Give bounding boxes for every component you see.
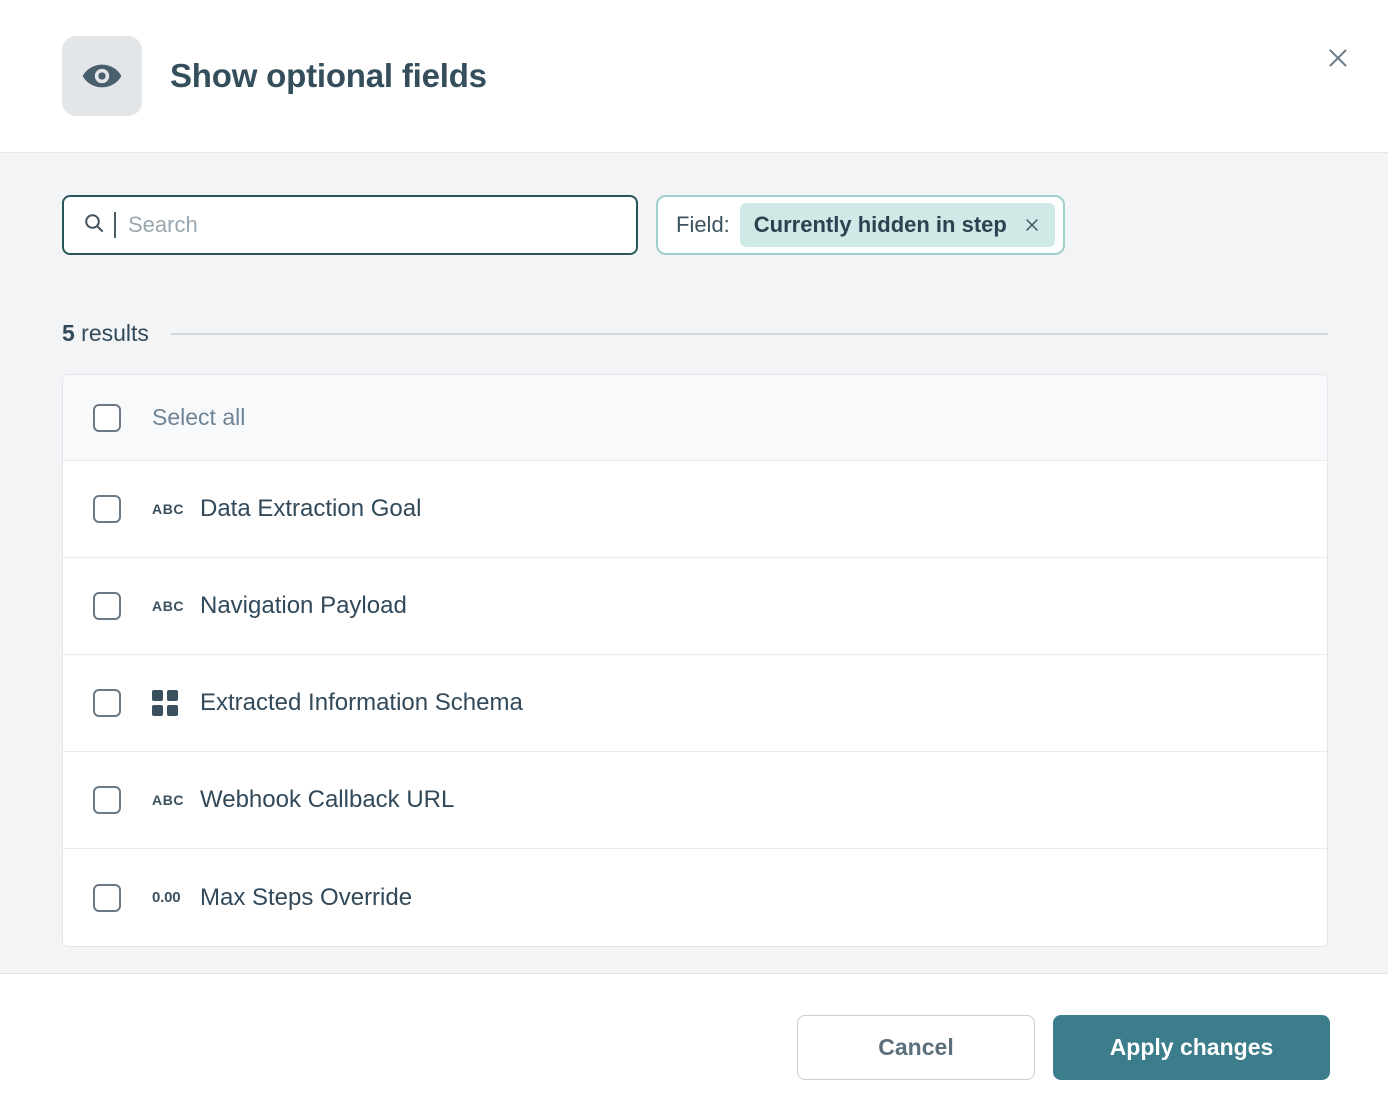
field-filter-label: Field: [676,212,730,237]
results-count-number: 5 [62,320,75,346]
cancel-button[interactable]: Cancel [797,1014,1035,1080]
text-type-glyph: ABC [152,792,185,808]
results-count-suffix: results [74,320,149,346]
list-item-label: Extracted Information Schema [200,689,523,716]
modal-body: Search Field: Currently hidden in step 5… [0,153,1388,973]
list-item[interactable]: ABC Navigation Payload [63,558,1327,655]
text-type-glyph: ABC [152,598,185,614]
list-item-checkbox[interactable] [93,883,121,912]
list-item-checkbox[interactable] [93,592,121,620]
field-filter-value: Currently hidden in step [753,212,1007,237]
list-item-checkbox[interactable] [93,786,121,814]
list-item[interactable]: Extracted Information Schema [63,655,1327,752]
modal-footer: Cancel Apply changes [0,973,1388,1120]
apply-changes-button[interactable]: Apply changes [1053,1014,1330,1080]
list-item-label: Data Extraction Goal [200,495,422,522]
number-type-glyph: 0.00 [152,889,181,906]
schema-type-icon [152,690,186,716]
field-filter-pill[interactable]: Currently hidden in step [739,203,1055,247]
select-all-label: Select all [152,404,246,430]
results-count: 5 results [62,320,149,347]
list-item-checkbox[interactable] [93,689,121,717]
page-title: Show optional fields [170,57,487,94]
field-filter-chip[interactable]: Field: Currently hidden in step [656,195,1065,255]
search-caret [114,212,116,238]
number-type-icon: 0.00 [152,889,186,906]
list-item[interactable]: ABC Webhook Callback URL [63,752,1327,849]
text-type-icon: ABC [152,792,186,808]
list-item-checkbox[interactable] [93,495,121,523]
select-all-checkbox[interactable] [93,403,121,432]
results-divider [170,332,1328,335]
text-type-glyph: ABC [152,501,185,517]
list-item[interactable]: 0.00 Max Steps Override [63,849,1327,946]
list-item[interactable]: ABC Data Extraction Goal [63,461,1327,558]
modal-header: Show optional fields [0,0,1388,153]
text-type-icon: ABC [152,501,186,517]
list-item-label: Max Steps Override [200,883,413,911]
list-item-label: Webhook Callback URL [200,786,455,813]
fields-list: Select all ABC Data Extraction Goal ABC … [62,374,1328,947]
filter-row: Search Field: Currently hidden in step [62,195,1328,255]
close-icon[interactable] [1320,40,1356,76]
text-type-icon: ABC [152,598,186,614]
search-input[interactable]: Search [62,195,638,255]
list-item-label: Navigation Payload [200,592,407,619]
select-all-row[interactable]: Select all [63,375,1327,461]
search-icon [82,211,106,240]
results-header: 5 results [62,320,1328,347]
eye-icon [62,36,142,116]
search-placeholder: Search [128,212,198,237]
chip-close-icon[interactable] [1021,214,1043,236]
